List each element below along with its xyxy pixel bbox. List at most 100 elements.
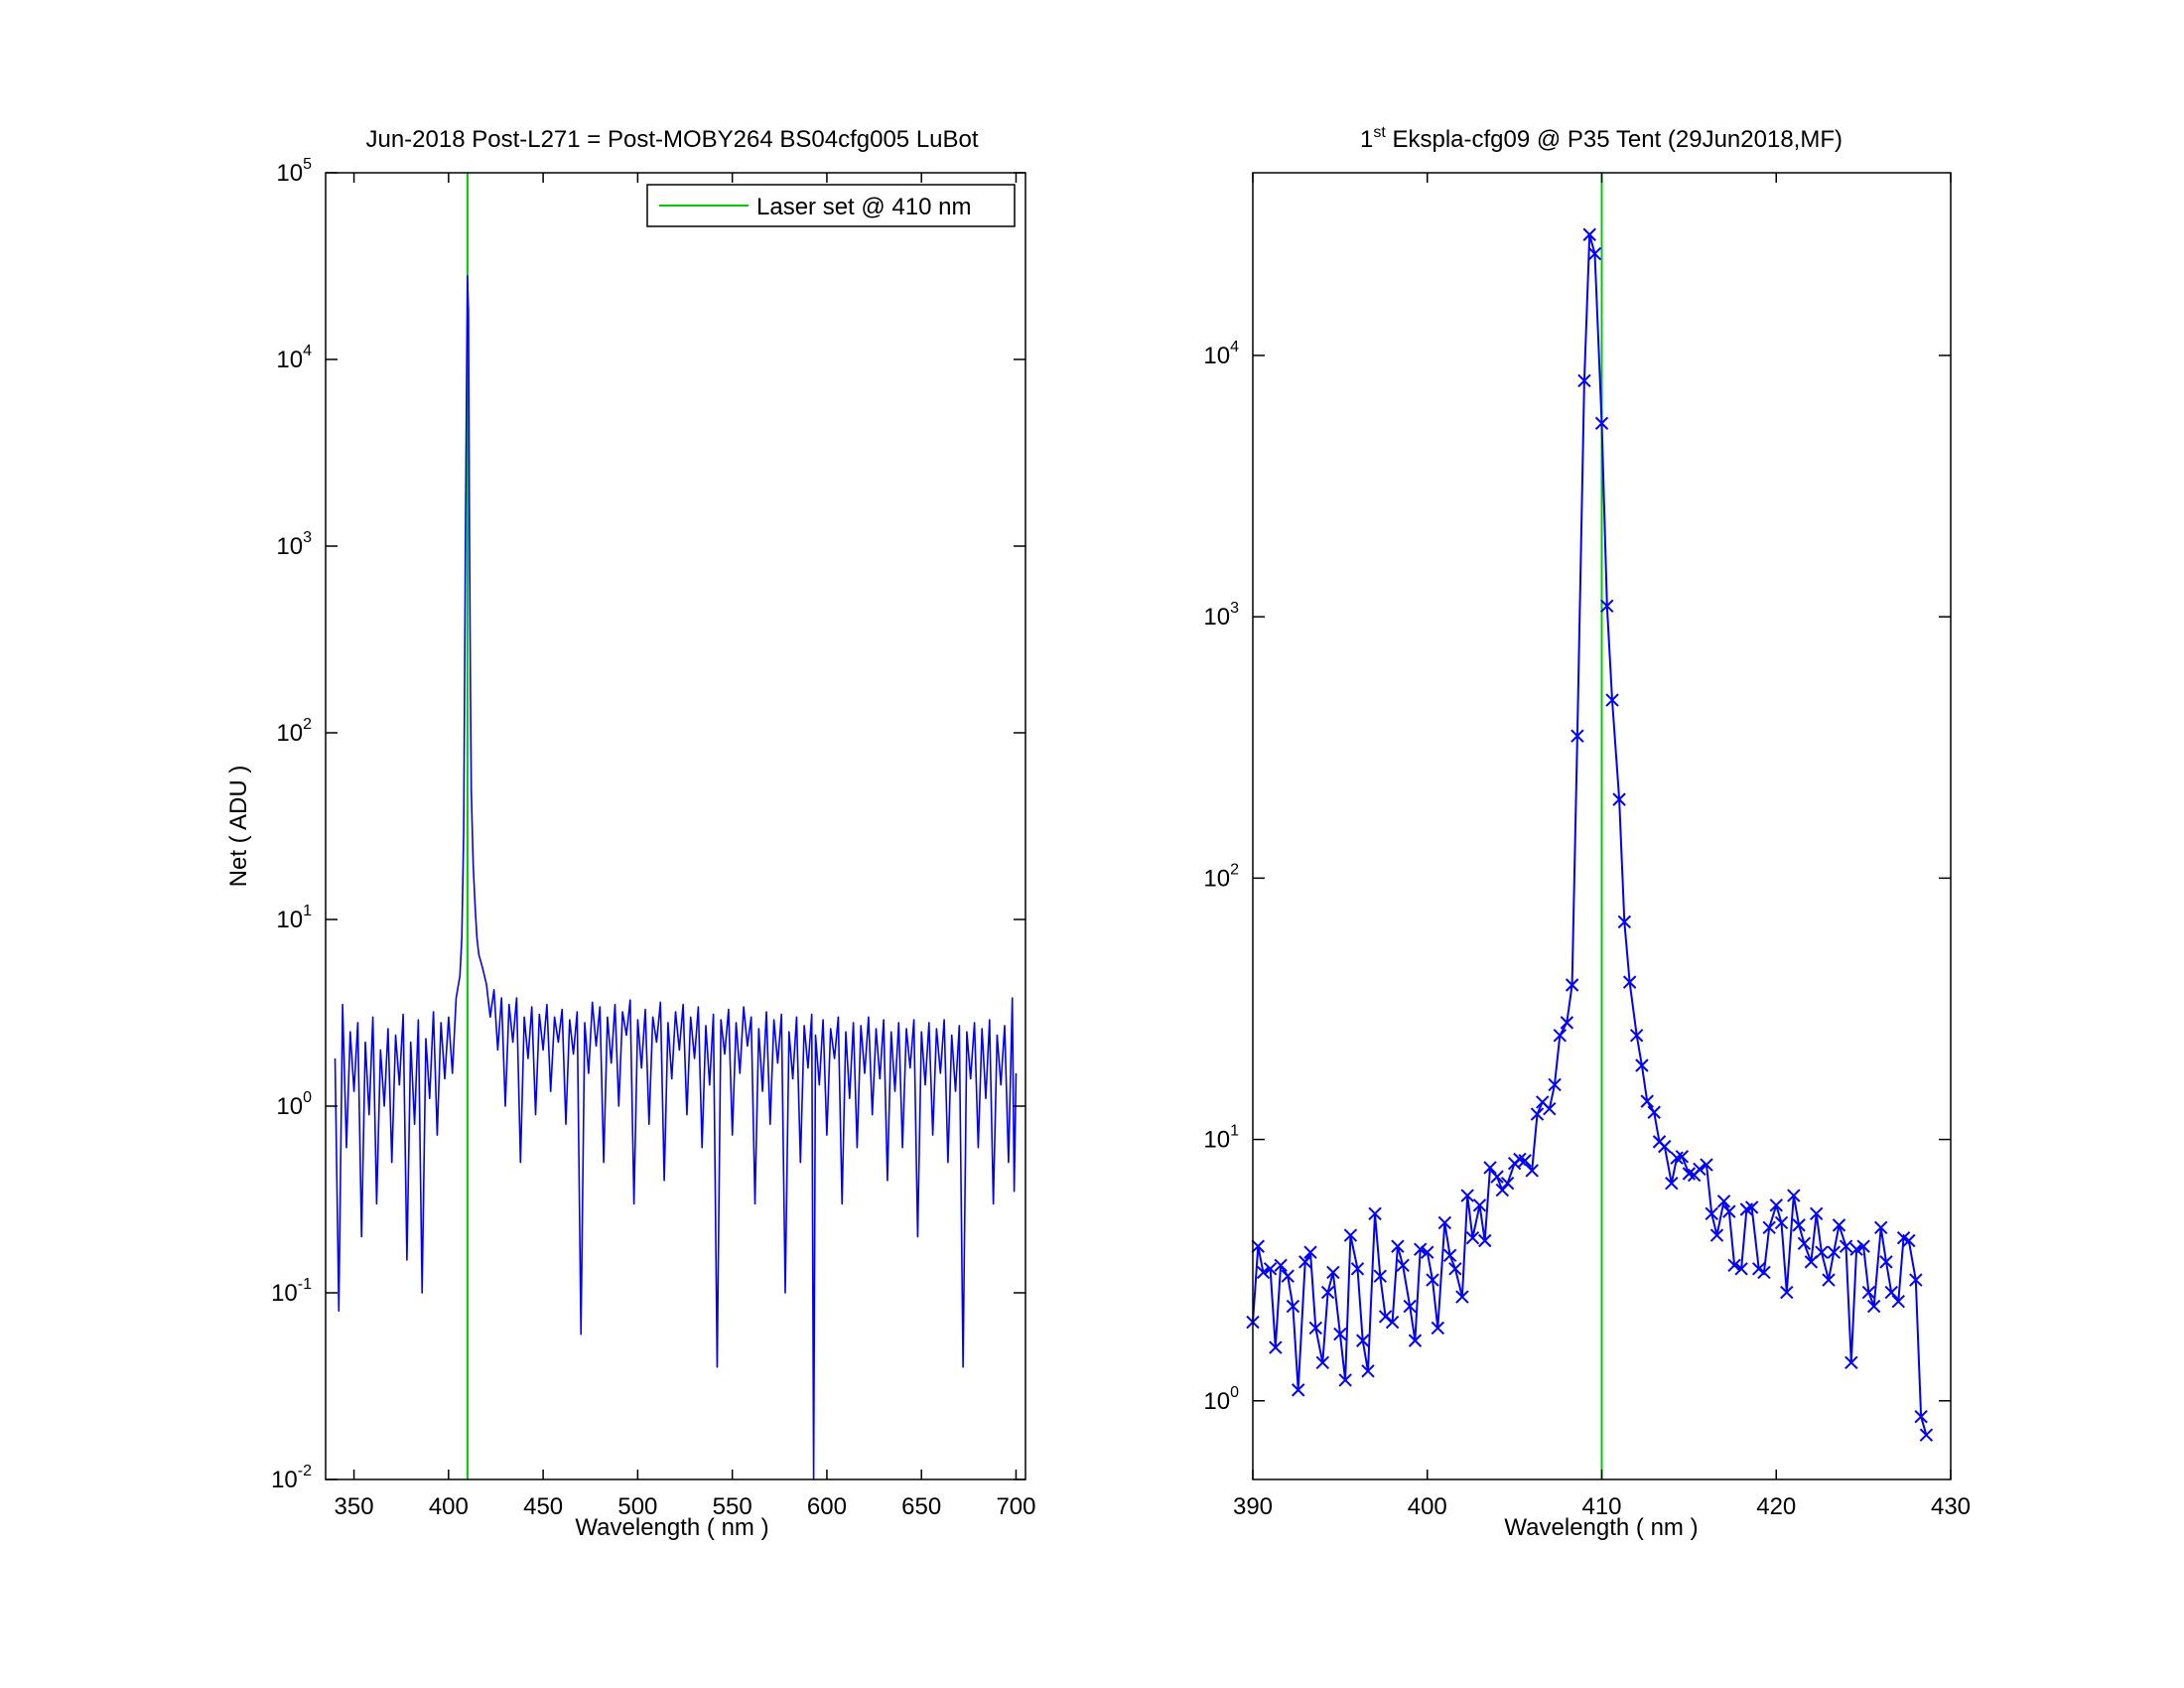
x-marker-stroke (1442, 1248, 1457, 1263)
right-data-point (1762, 1220, 1776, 1235)
x-marker-stroke (1891, 1294, 1905, 1309)
x-marker-stroke (1565, 978, 1579, 992)
x-marker-stroke (1414, 1242, 1428, 1256)
x-marker-stroke (1570, 729, 1584, 743)
x-marker-stroke (1338, 1373, 1352, 1387)
right-data-point (1879, 1255, 1893, 1269)
legend: Laser set @ 410 nm (646, 184, 1016, 227)
x-marker-stroke (1543, 1101, 1557, 1116)
x-marker-stroke (1530, 1107, 1545, 1121)
left-x-tick-label: 500 (617, 1493, 657, 1520)
x-marker-stroke (1408, 1334, 1423, 1347)
x-marker-stroke (1705, 1206, 1718, 1221)
x-marker-stroke (1350, 1262, 1365, 1276)
right-data-point (1640, 1094, 1654, 1108)
x-marker-stroke (1884, 1285, 1898, 1300)
x-marker-stroke (1460, 1189, 1474, 1202)
right-data-point (1548, 1077, 1562, 1092)
right-data-point (1693, 1162, 1706, 1177)
right-data-point (1553, 1029, 1568, 1043)
x-marker-stroke (1320, 1285, 1335, 1300)
right-data-point (1421, 1245, 1434, 1259)
x-marker-stroke (1368, 1206, 1382, 1221)
x-marker-stroke (1298, 1255, 1312, 1269)
right-panel: 1st Ekspla-cfg09 @ P35 Tent (29Jun2018,M… (1203, 124, 1971, 1541)
x-marker-stroke (1483, 1161, 1497, 1175)
right-data-point (1919, 1428, 1934, 1442)
right-data-point (1617, 914, 1632, 929)
left-y-tick-label: 10-1 (271, 1276, 312, 1307)
right-data-point (1361, 1364, 1375, 1378)
right-data-point (1298, 1255, 1312, 1269)
left-y-tick-label: 104 (276, 343, 312, 373)
x-marker-stroke (1665, 1176, 1679, 1191)
right-data-point (1734, 1262, 1748, 1276)
x-marker-stroke (1693, 1162, 1706, 1177)
right-y-tick-label: 102 (1203, 861, 1239, 892)
x-marker-stroke (1896, 1231, 1911, 1245)
right-data-point (1356, 1334, 1370, 1347)
right-data-point (1560, 1016, 1574, 1030)
right-data-point (1263, 1262, 1278, 1276)
right-title-base: 1 (1360, 126, 1373, 153)
left-y-tick-label: 10-2 (271, 1463, 312, 1493)
x-marker-stroke (1500, 1176, 1515, 1191)
x-marker-stroke (1722, 1204, 1736, 1218)
x-marker-stroke (1478, 1233, 1492, 1248)
x-marker-stroke (1426, 1273, 1439, 1287)
left-panel: Jun-2018 Post-L271 = Post-MOBY264 BS04cf… (225, 126, 1035, 1541)
x-marker-stroke (1762, 1220, 1776, 1235)
right-data-point (1483, 1161, 1497, 1175)
x-marker-stroke (1774, 1215, 1789, 1230)
x-marker-stroke (1700, 1158, 1713, 1172)
right-data-point (1891, 1294, 1905, 1309)
right-data-point (1408, 1334, 1423, 1347)
x-marker-stroke (1326, 1265, 1340, 1280)
right-y-tick-label: 103 (1203, 600, 1239, 631)
right-data-point (1274, 1258, 1288, 1273)
right-data-point (1378, 1310, 1393, 1324)
right-data-point (1391, 1239, 1405, 1253)
left-x-tick-label: 450 (523, 1493, 563, 1520)
right-data-point (1414, 1242, 1428, 1256)
x-marker-stroke (1343, 1228, 1358, 1242)
x-marker-stroke (1787, 1189, 1801, 1202)
right-data-point (1525, 1164, 1539, 1178)
x-marker-stroke (1600, 599, 1614, 613)
x-marker-stroke (1421, 1245, 1434, 1259)
right-data-point (1465, 1231, 1480, 1245)
x-marker-stroke (1622, 975, 1637, 989)
right-data-point (1320, 1285, 1335, 1300)
x-marker-stroke (1635, 1058, 1649, 1072)
x-marker-stroke (1757, 1265, 1771, 1280)
right-y-tick-label: 100 (1203, 1384, 1239, 1415)
legend-label-laser: Laser set @ 410 nm (756, 194, 971, 220)
right-data-point (1530, 1107, 1545, 1121)
right-data-point (1780, 1285, 1794, 1300)
right-x-tick-label: 400 (1408, 1493, 1447, 1520)
x-marker-stroke (1716, 1195, 1731, 1208)
x-marker-stroke (1378, 1310, 1393, 1324)
x-marker-stroke (1256, 1265, 1271, 1280)
right-x-tick-label: 430 (1931, 1493, 1971, 1520)
x-marker-stroke (1866, 1299, 1881, 1314)
x-marker-stroke (1582, 227, 1596, 241)
x-marker-stroke (1797, 1236, 1812, 1251)
x-marker-stroke (1792, 1218, 1806, 1232)
x-marker-stroke (1315, 1355, 1330, 1370)
right-x-axis-label: Wavelength ( nm ) (1504, 1514, 1698, 1541)
right-data-point (1622, 975, 1637, 989)
x-marker-stroke (1612, 792, 1626, 806)
right-data-point (1722, 1204, 1736, 1218)
x-marker-stroke (1879, 1255, 1893, 1269)
x-marker-stroke (1658, 1139, 1672, 1154)
right-data-point (1256, 1265, 1271, 1280)
left-y-tick-label: 103 (276, 529, 312, 560)
right-data-point (1635, 1058, 1649, 1072)
right-data-point (1373, 1269, 1388, 1283)
x-marker-stroke (1751, 1262, 1766, 1276)
x-marker-stroke (1682, 1167, 1697, 1181)
right-data-point (1281, 1269, 1295, 1283)
